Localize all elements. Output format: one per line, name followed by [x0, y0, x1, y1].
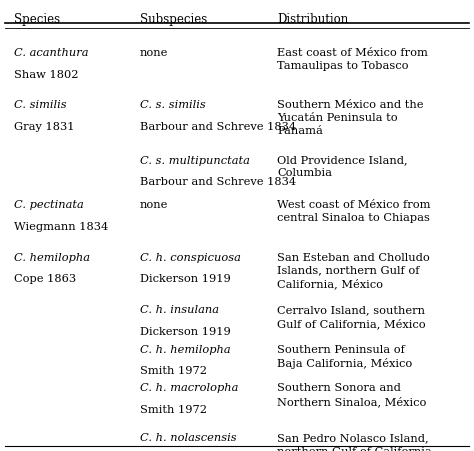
Text: San Pedro Nolasco Island,
northern Gulf of California,
Sonora, México: San Pedro Nolasco Island, northern Gulf … — [277, 433, 436, 451]
Text: C. acanthura: C. acanthura — [14, 48, 89, 58]
Text: C. hemilopha: C. hemilopha — [14, 253, 90, 262]
Text: Barbour and Schreve 1834: Barbour and Schreve 1834 — [140, 177, 296, 187]
Text: C. s. multipunctata: C. s. multipunctata — [140, 156, 250, 166]
Text: Gray 1831: Gray 1831 — [14, 122, 75, 132]
Text: Old Providence Island,
Columbia: Old Providence Island, Columbia — [277, 156, 408, 179]
Text: C. similis: C. similis — [14, 100, 67, 110]
Text: East coast of México from
Tamaulipas to Tobasco: East coast of México from Tamaulipas to … — [277, 48, 428, 71]
Text: C. s. similis: C. s. similis — [140, 100, 206, 110]
Text: C. h. insulana: C. h. insulana — [140, 305, 219, 315]
Text: Cope 1863: Cope 1863 — [14, 274, 76, 284]
Text: C. pectinata: C. pectinata — [14, 200, 84, 210]
Text: Subspecies: Subspecies — [140, 13, 207, 26]
Text: Southern Peninsula of
Baja California, México: Southern Peninsula of Baja California, M… — [277, 345, 412, 369]
Text: Wiegmann 1834: Wiegmann 1834 — [14, 222, 109, 232]
Text: Dickerson 1919: Dickerson 1919 — [140, 274, 230, 284]
Text: Southern Sonora and
Northern Sinaloa, México: Southern Sonora and Northern Sinaloa, Mé… — [277, 383, 427, 407]
Text: Barbour and Schreve 1834: Barbour and Schreve 1834 — [140, 122, 296, 132]
Text: C. h. macrolopha: C. h. macrolopha — [140, 383, 238, 393]
Text: Dickerson 1919: Dickerson 1919 — [140, 327, 230, 337]
Text: C. h. hemilopha: C. h. hemilopha — [140, 345, 230, 354]
Text: Southern México and the
Yucatán Peninsula to
Panamá: Southern México and the Yucatán Peninsul… — [277, 100, 424, 136]
Text: none: none — [140, 48, 168, 58]
Text: none: none — [140, 200, 168, 210]
Text: San Esteban and Cholludo
Islands, northern Gulf of
California, México: San Esteban and Cholludo Islands, northe… — [277, 253, 430, 289]
Text: Species: Species — [14, 13, 60, 26]
Text: Smith 1972: Smith 1972 — [140, 405, 207, 415]
Text: Distribution: Distribution — [277, 13, 348, 26]
Text: C. h. conspicuosa: C. h. conspicuosa — [140, 253, 241, 262]
Text: C. h. nolascensis: C. h. nolascensis — [140, 433, 237, 443]
Text: Shaw 1802: Shaw 1802 — [14, 70, 79, 80]
Text: Cerralvo Island, southern
Gulf of California, México: Cerralvo Island, southern Gulf of Califo… — [277, 305, 426, 329]
Text: Smith 1972: Smith 1972 — [140, 366, 207, 376]
Text: West coast of México from
central Sinaloa to Chiapas: West coast of México from central Sinalo… — [277, 200, 431, 223]
